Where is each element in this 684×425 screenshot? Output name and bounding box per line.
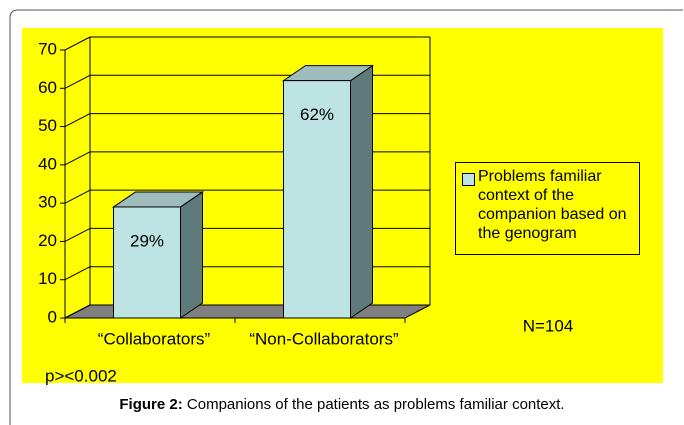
y-tick-label: 30 <box>38 193 57 212</box>
bar-side <box>350 64 373 319</box>
grid-line <box>64 227 91 242</box>
bar <box>283 80 351 319</box>
grid-line <box>64 266 91 281</box>
bar-side <box>180 191 203 319</box>
grid-line <box>64 189 91 204</box>
x-tick-label: “Non-Collaborators” <box>249 329 399 348</box>
grid-line <box>64 113 91 128</box>
grid-line <box>64 304 91 319</box>
grid-line <box>64 36 91 51</box>
legend: Problems familiar context of the compani… <box>455 162 640 255</box>
y-tick-label: 70 <box>38 39 57 58</box>
annotation: N=104 <box>523 316 574 335</box>
y-tick-label: 20 <box>38 231 57 250</box>
legend-label: Problems familiar context of the compani… <box>478 168 627 242</box>
annotation: p><0.002 <box>45 366 117 385</box>
y-tick-label: 60 <box>38 78 57 97</box>
y-tick-label: 50 <box>38 116 57 135</box>
bar <box>113 206 181 319</box>
data-label: 62% <box>300 105 334 124</box>
y-tick-label: 0 <box>48 307 57 326</box>
frame <box>9 9 683 425</box>
y-tick-label: 10 <box>38 269 57 288</box>
caption-label: Figure 2: <box>119 396 183 413</box>
x-tick-label: “Collaborators” <box>98 329 211 348</box>
legend-swatch <box>462 173 475 186</box>
caption-text: Companions of the patients as problems f… <box>186 396 565 413</box>
grid-line <box>64 151 91 166</box>
y-tick-label: 40 <box>38 154 57 173</box>
data-label: 29% <box>130 231 164 250</box>
grid-line <box>64 74 91 89</box>
caption: Figure 2: Companions of the patients as … <box>0 396 684 413</box>
